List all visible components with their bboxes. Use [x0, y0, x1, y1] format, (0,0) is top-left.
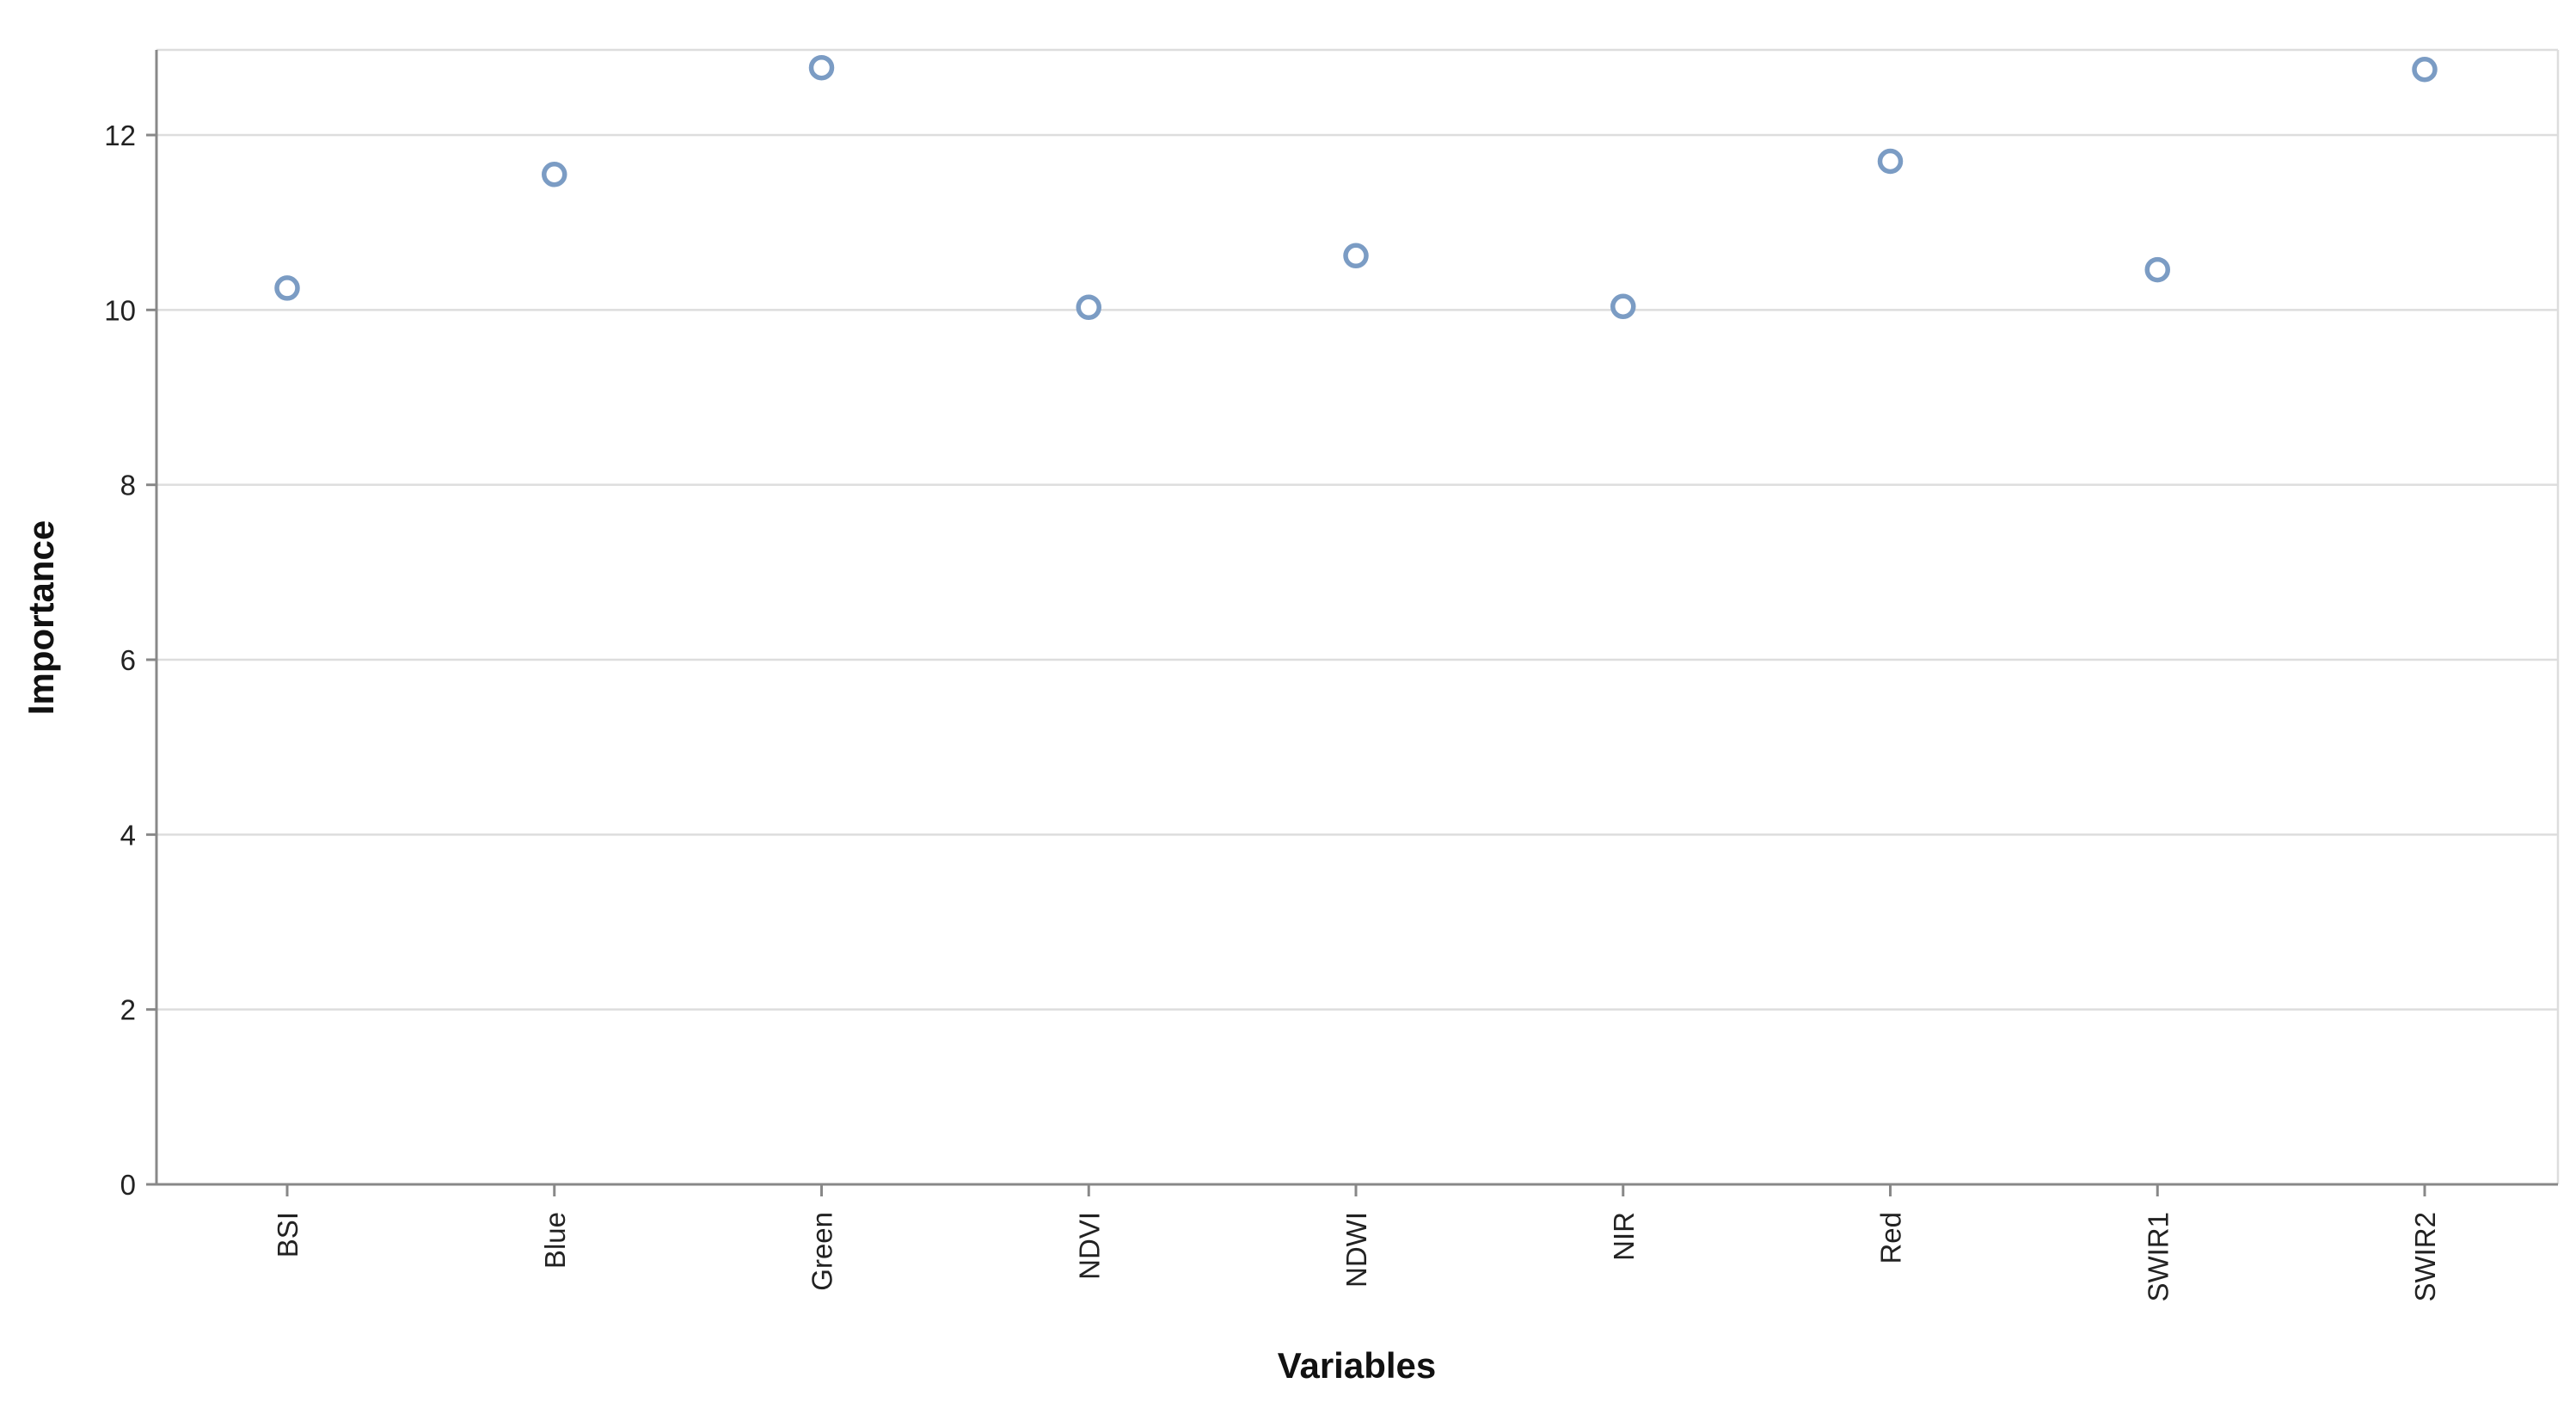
data-point-red [1877, 148, 1904, 175]
y-tick-label: 8 [120, 470, 136, 501]
data-point-bsi [274, 275, 300, 301]
y-tick-label: 12 [104, 120, 136, 151]
x-tick-label: SWIR1 [2142, 1212, 2174, 1302]
grid-lines [156, 48, 2560, 1184]
y-axis-title: Importance [21, 520, 61, 715]
x-tick-label: NDVI [1073, 1212, 1105, 1280]
data-point-swir1 [2144, 256, 2170, 283]
x-tick-label: Green [807, 1212, 838, 1291]
x-tick-label: BSI [272, 1212, 304, 1257]
x-ticks: BSI Blue Green NDVI NDWI NIR Red SWIR1 SWIR2 [272, 1184, 2441, 1302]
x-tick-label: Red [1875, 1212, 1907, 1264]
y-ticks: 0 2 4 6 8 10 12 [104, 120, 156, 1201]
x-tick-label: SWIR2 [2409, 1212, 2441, 1302]
y-tick-label: 0 [120, 1169, 136, 1201]
data-point-green [808, 54, 835, 81]
x-tick-label: Blue [539, 1212, 571, 1269]
y-tick-label: 2 [120, 994, 136, 1026]
y-tick-label: 4 [120, 819, 136, 851]
data-point-swir2 [2412, 57, 2438, 83]
y-tick-label: 6 [120, 644, 136, 676]
axes [155, 50, 2558, 1186]
data-point-blue [542, 162, 567, 188]
y-tick-label: 10 [104, 294, 136, 326]
data-point-ndvi [1076, 294, 1101, 321]
data-point-ndwi [1343, 243, 1369, 269]
data-point-nir [1610, 293, 1636, 320]
x-tick-label: NIR [1608, 1212, 1640, 1261]
x-axis-title: Variables [1278, 1345, 1436, 1386]
x-tick-label: NDWI [1340, 1212, 1372, 1288]
data-points [274, 54, 2438, 321]
